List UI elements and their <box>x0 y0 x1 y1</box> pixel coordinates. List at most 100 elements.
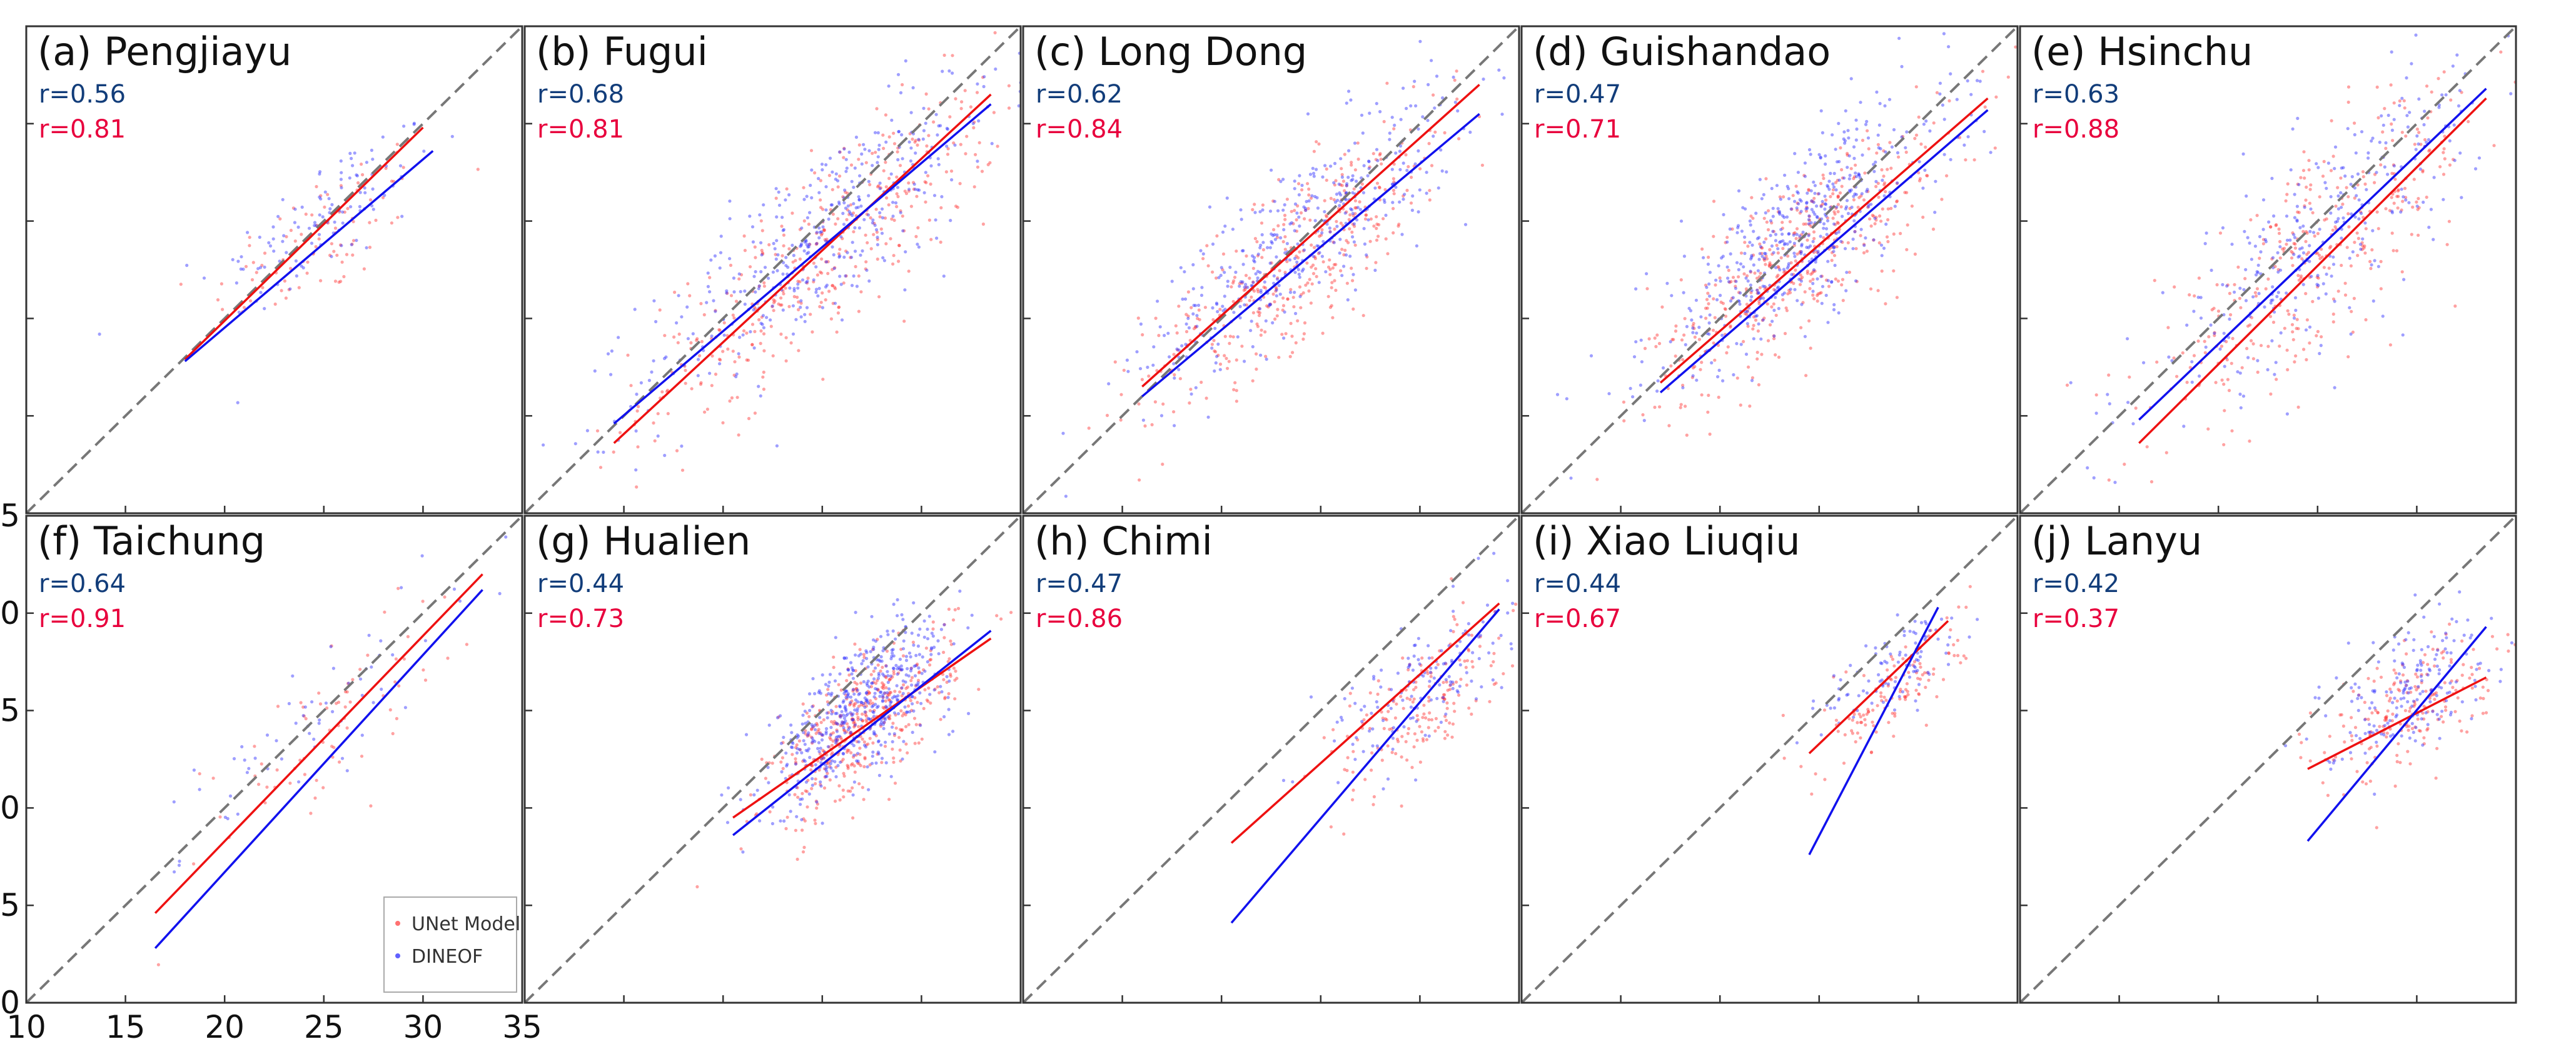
unet-point <box>2291 251 2295 255</box>
unet-point <box>1762 258 1767 262</box>
unet-point <box>1105 413 1109 418</box>
unet-point <box>1416 718 1420 721</box>
unet-point <box>1340 184 1344 188</box>
dineof-point <box>1340 718 1344 722</box>
dineof-point <box>2182 424 2186 428</box>
unet-point <box>827 711 831 715</box>
dineof-point <box>1670 294 1674 298</box>
unet-point <box>895 175 899 179</box>
dineof-point <box>900 133 904 137</box>
unet-point <box>1330 286 1333 289</box>
dineof-point <box>652 359 655 363</box>
dineof-point <box>1196 303 1201 307</box>
unet-point <box>1829 194 1832 199</box>
unet-point <box>2392 201 2396 205</box>
dineof-point <box>1847 189 1852 193</box>
unet-point <box>1822 176 1826 180</box>
dineof-point <box>350 156 353 161</box>
dineof-point <box>795 815 799 818</box>
unet-point <box>942 678 946 681</box>
dineof-point <box>2259 250 2263 254</box>
dineof-point <box>1842 176 1846 180</box>
unet-point <box>1871 708 1875 712</box>
unet-point <box>838 150 842 154</box>
dineof-point <box>1239 208 1243 212</box>
dineof-point <box>844 656 848 660</box>
dineof-point <box>1335 720 1339 724</box>
dineof-point <box>1210 346 1214 350</box>
unet-point <box>2286 182 2290 186</box>
unet-point <box>1345 210 1348 214</box>
unet-point <box>1443 736 1447 740</box>
dineof-point <box>1720 333 1724 338</box>
dineof-point <box>884 705 888 708</box>
dineof-point <box>799 315 803 319</box>
dineof-point <box>1391 736 1395 740</box>
dineof-point <box>1805 201 1809 205</box>
unet-point <box>885 650 889 653</box>
panel-title: (g) Hualien <box>536 518 750 564</box>
dineof-point <box>1702 256 1705 259</box>
unet-point <box>1919 142 1923 146</box>
dineof-point <box>2126 401 2130 404</box>
dineof-point <box>898 667 902 671</box>
unet-point <box>907 181 911 185</box>
dineof-point <box>1367 166 1371 171</box>
unet-point <box>726 347 730 351</box>
dineof-point <box>1779 239 1783 243</box>
dineof-point <box>2264 239 2268 244</box>
dineof-point <box>2304 328 2308 332</box>
unet-point <box>898 748 902 752</box>
dineof-point <box>308 731 311 735</box>
unet-point <box>1368 239 1372 243</box>
dineof-point <box>1777 306 1780 311</box>
unet-point <box>330 745 334 748</box>
unet-point <box>1400 735 1404 738</box>
dineof-point <box>358 204 362 209</box>
unet-point <box>361 173 365 177</box>
unet-point <box>852 725 856 729</box>
dineof-point <box>789 723 793 727</box>
dineof-point <box>2427 138 2430 142</box>
unet-point <box>2303 176 2306 180</box>
unet-point <box>1739 251 1744 255</box>
dineof-point <box>936 157 940 161</box>
unet-point <box>343 690 348 694</box>
dineof-point <box>1708 271 1712 274</box>
dineof-point <box>767 723 771 727</box>
dineof-point <box>2256 359 2260 363</box>
legend-label: UNet Model <box>412 913 520 935</box>
dineof-point <box>922 191 926 194</box>
unet-point <box>944 170 948 174</box>
dineof-point <box>1409 104 1413 108</box>
dineof-point <box>804 281 808 284</box>
unet-point <box>2305 358 2308 362</box>
dineof-point <box>596 450 600 454</box>
x-tick-label: 35 <box>502 1009 542 1045</box>
unet-point <box>2215 283 2219 287</box>
unet-point <box>1879 219 1883 223</box>
dineof-point <box>1803 334 1807 338</box>
dineof-point <box>1717 264 1720 268</box>
unet-point <box>799 301 803 305</box>
unet-point <box>1767 263 1771 268</box>
unet-point <box>733 360 737 364</box>
unet-point <box>884 676 888 680</box>
dineof-point <box>1396 671 1400 675</box>
dineof-point <box>2341 216 2345 220</box>
unet-point <box>1806 271 1809 275</box>
unet-point <box>789 341 793 345</box>
dineof-point <box>1135 350 1139 354</box>
dineof-point <box>814 288 819 291</box>
dineof-point <box>192 768 196 772</box>
unet-point <box>1778 195 1782 199</box>
dineof-point <box>913 674 917 678</box>
unet-point <box>340 260 344 264</box>
unet-point <box>1341 179 1345 183</box>
dineof-point <box>872 645 876 649</box>
unet-point <box>836 738 840 741</box>
dineof-point <box>1351 273 1355 276</box>
dineof-point <box>708 290 712 294</box>
dineof-point <box>815 800 819 804</box>
dineof-point <box>2225 284 2229 288</box>
